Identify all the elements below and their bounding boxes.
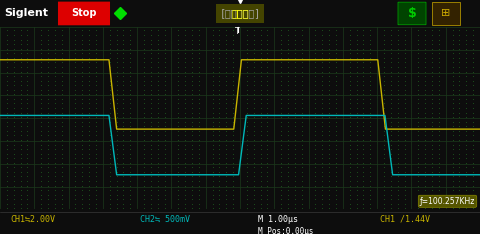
Text: M 1.00μs: M 1.00μs (258, 215, 298, 224)
Text: ⊞: ⊞ (441, 8, 451, 18)
Text: Stop: Stop (71, 8, 97, 18)
Text: T: T (235, 27, 240, 36)
Text: CH2≒ 500mV: CH2≒ 500mV (140, 215, 190, 224)
Text: ∿∿∿: ∿∿∿ (231, 8, 249, 18)
FancyBboxPatch shape (432, 2, 460, 25)
FancyBboxPatch shape (398, 2, 426, 25)
FancyBboxPatch shape (58, 2, 110, 25)
Text: CH1 /1.44V: CH1 /1.44V (380, 215, 430, 224)
Text: CH1≒2.00V: CH1≒2.00V (10, 215, 55, 224)
Text: ƒ=100.257KHz: ƒ=100.257KHz (420, 197, 475, 206)
Text: [∿∿∿∿∿]: [∿∿∿∿∿] (219, 8, 261, 18)
FancyBboxPatch shape (216, 4, 264, 23)
Text: $: $ (408, 7, 416, 20)
Text: Siglent: Siglent (4, 8, 48, 18)
Text: M Pos:0.00μs: M Pos:0.00μs (258, 227, 313, 234)
